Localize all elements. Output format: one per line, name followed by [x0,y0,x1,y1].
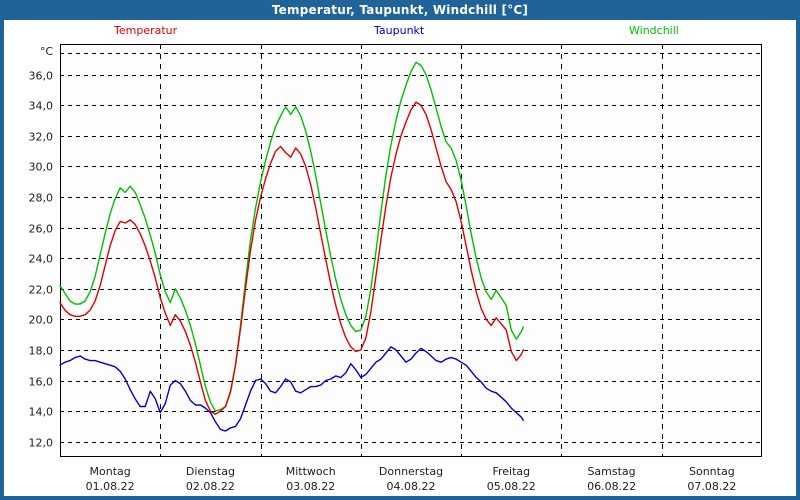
series-line-temperatur [59,101,524,415]
y-axis-tick-label: 24,0 [29,253,54,266]
legend-item-temperatur: Temperatur [114,23,178,37]
window-title-bar: Temperatur, Taupunkt, Windchill [°C] [0,0,800,20]
y-axis-tick-label: 30,0 [29,161,54,174]
x-axis-date-label: 04.08.22 [387,480,436,493]
y-axis-tick-label: 26,0 [29,223,54,236]
data-series-layer [59,61,524,432]
x-axis-day-label: Dienstag [186,465,235,478]
horizontal-gridlines [60,53,762,443]
y-axis-tick-label: 34,0 [29,100,54,113]
x-axis-day-label: Sonntag [689,465,735,478]
chart-plot-area: 36,0 34,0 32,0 30,0 28,0 26,0 24,0 22,0 20,0 18,0… [4,40,796,496]
x-axis-date-label: 02.08.22 [186,480,235,493]
plot-frame [60,44,762,457]
y-axis-tick-label: 16,0 [29,376,54,389]
x-axis-tick-labels: Montag 01.08.22 Dienstag 02.08.22 Mittwoch 03… [86,465,737,493]
x-axis-date-label: 01.08.22 [86,480,135,493]
x-axis-day-label: Samstag [587,465,635,478]
x-axis-date-label: 07.08.22 [687,480,736,493]
x-axis-day-label: Montag [90,465,131,478]
x-axis-day-label: Freitag [492,465,530,478]
y-axis-tick-label: 12,0 [29,437,54,450]
weather-line-chart: 36,0 34,0 32,0 30,0 28,0 26,0 24,0 22,0 20,0 18,0… [29,44,762,493]
y-axis-tick-label: 20,0 [29,314,54,327]
series-line-windchill [59,61,524,412]
x-axis-date-label: 05.08.22 [487,480,536,493]
legend-item-windchill: Windchill [629,23,679,37]
chart-legend: Temperatur Taupunkt Windchill [4,20,796,40]
legend-item-taupunkt: Taupunkt [374,23,425,37]
plot-background [60,44,762,457]
y-axis-tick-label: 22,0 [29,284,54,297]
x-axis-day-label: Donnerstag [379,465,443,478]
y-axis-tick-label: 14,0 [29,406,54,419]
y-axis-unit-label: °C [40,45,54,58]
y-axis-tick-label: 36,0 [29,70,54,83]
x-axis-date-label: 03.08.22 [286,480,335,493]
y-axis-tick-label: 32,0 [29,131,54,144]
y-axis-tick-label: 28,0 [29,192,54,205]
x-axis-day-label: Mittwoch [286,465,336,478]
vertical-day-separators [160,44,663,457]
y-axis-tick-label: 18,0 [29,345,54,358]
series-line-taupunkt [59,346,524,432]
y-axis-tick-labels: 36,0 34,0 32,0 30,0 28,0 26,0 24,0 22,0 20,0 18,0… [29,70,54,450]
window-title: Temperatur, Taupunkt, Windchill [°C] [271,3,529,17]
x-axis-date-label: 06.08.22 [587,480,636,493]
